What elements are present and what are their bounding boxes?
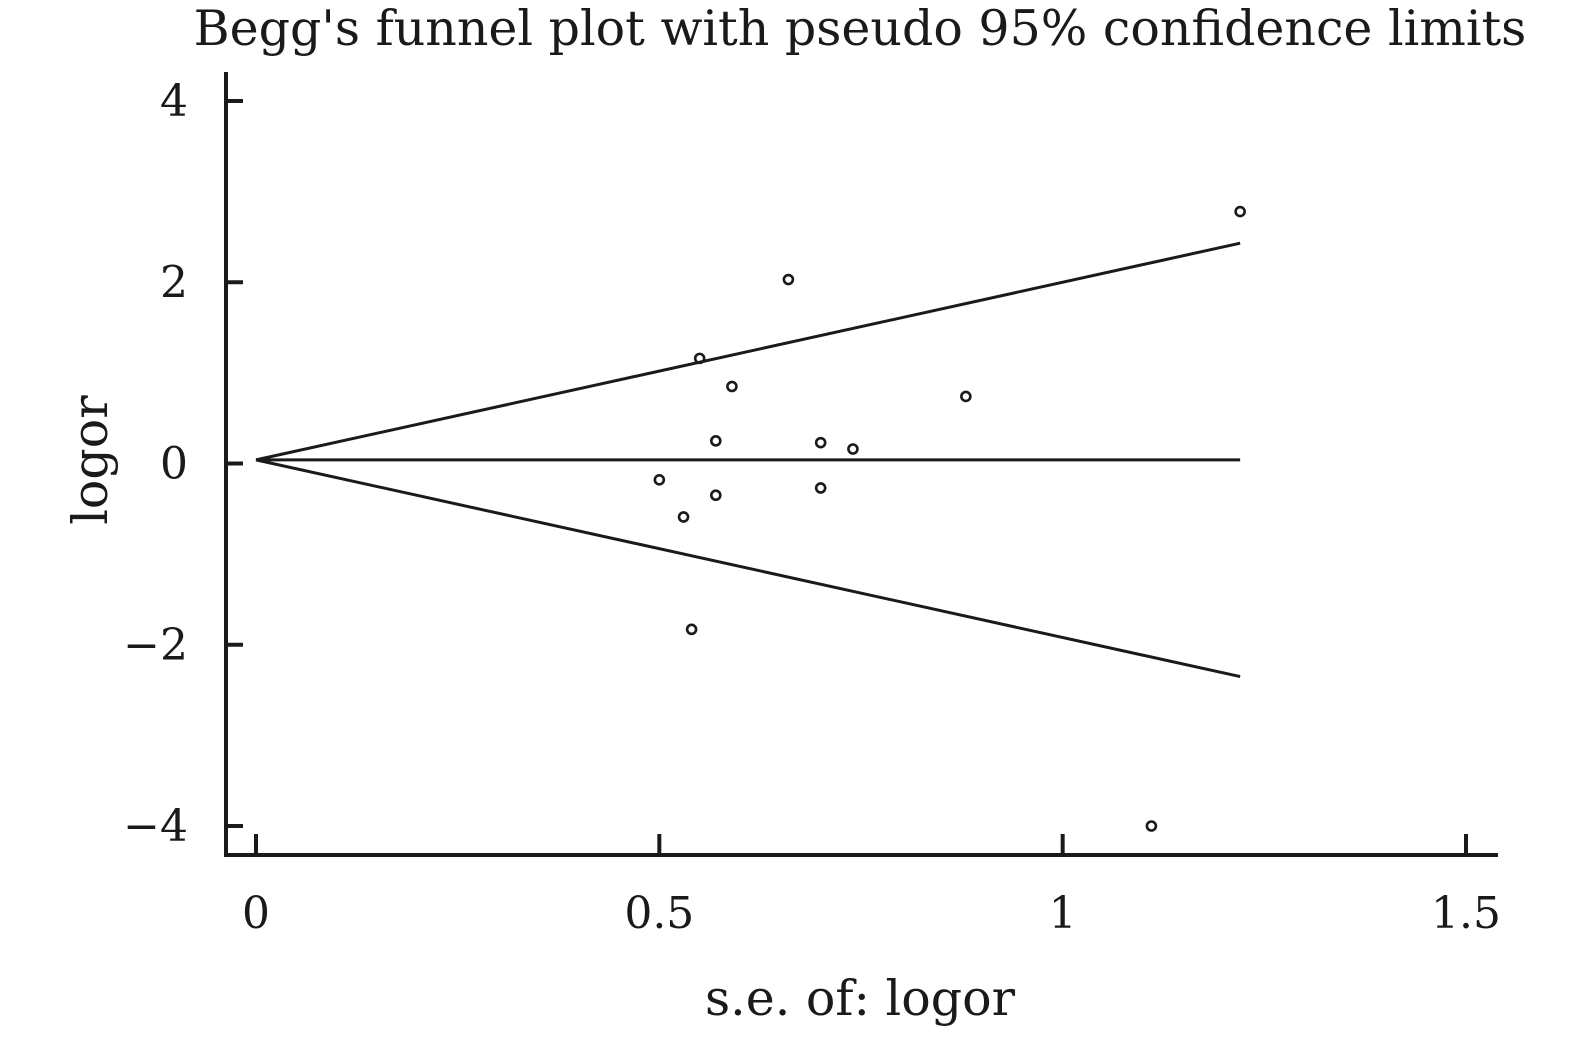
data-point	[709, 489, 722, 502]
data-points	[653, 205, 1246, 832]
lower-confidence-limit	[255, 458, 1241, 679]
data-point	[814, 436, 827, 449]
plot-axes	[224, 72, 1498, 857]
data-point	[782, 273, 795, 286]
x-axis-label: s.e. of: logor	[705, 970, 1016, 1027]
x-tick-label: 0	[242, 888, 270, 939]
data-point	[709, 435, 722, 447]
data-point	[847, 443, 859, 455]
chart-title: Begg's funnel plot with pseudo 95% confi…	[194, 0, 1527, 57]
data-point	[960, 390, 972, 403]
data-point	[1145, 820, 1158, 832]
y-tick-label: 2	[160, 257, 188, 308]
funnel-lines	[255, 241, 1241, 679]
data-point	[693, 352, 706, 365]
data-point	[814, 482, 827, 494]
x-tick-label: 0.5	[624, 888, 694, 939]
y-tick-label: −4	[123, 801, 188, 852]
y-axis-label: logor	[62, 395, 119, 525]
y-tick-label: −2	[123, 620, 188, 671]
y-axis-ticks: 4 2 0 −2 −4	[123, 76, 243, 852]
y-tick-label: 4	[160, 76, 188, 127]
data-point	[653, 474, 666, 486]
x-tick-label: 1.5	[1431, 888, 1501, 939]
x-tick-label: 1	[1049, 888, 1077, 939]
upper-confidence-limit	[255, 241, 1241, 462]
data-point	[685, 623, 698, 636]
x-axis-ticks: 0 0.5 1 1.5	[242, 834, 1501, 939]
data-point	[1234, 205, 1246, 218]
data-point	[677, 511, 690, 523]
y-tick-label: 0	[160, 439, 188, 490]
data-point	[726, 380, 738, 393]
